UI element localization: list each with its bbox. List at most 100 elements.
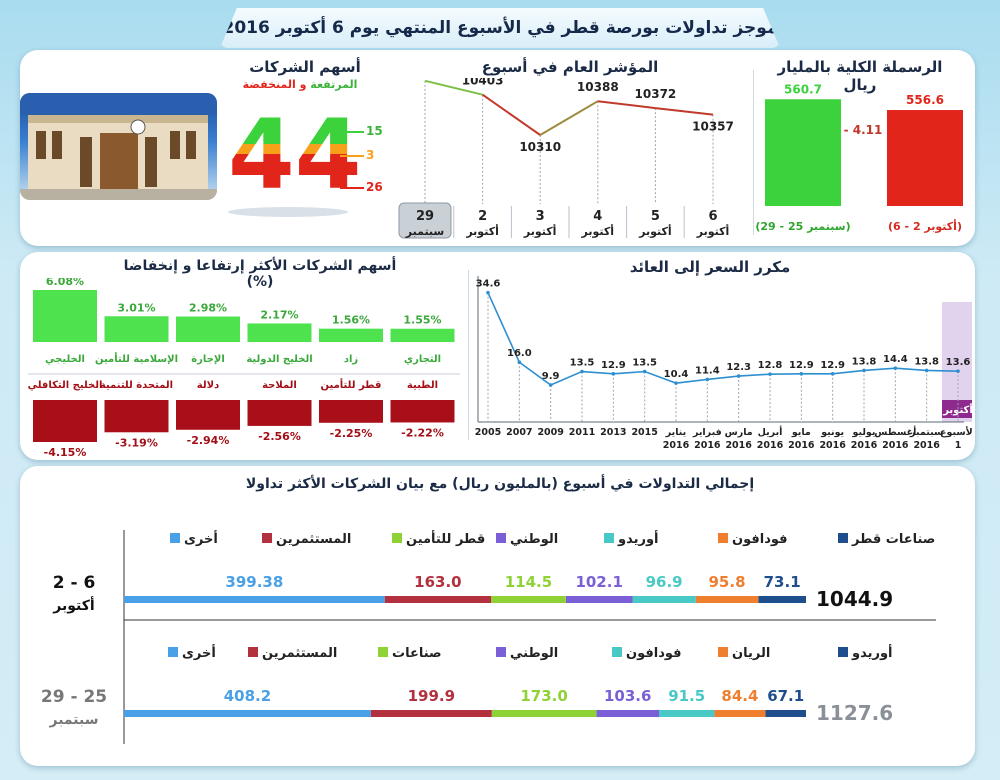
- turnover-segment: [659, 710, 715, 717]
- pe-category-label: 2007: [506, 427, 532, 438]
- pe-value-label: 12.9: [789, 360, 814, 371]
- mover-down-name: دلالة: [197, 380, 219, 391]
- pe-category-label: 2009: [537, 427, 563, 438]
- cap-title: الرسملة الكلية بالمليار ريال: [777, 58, 943, 94]
- cap-period-label: (أكتوبر 2 - 6): [888, 219, 962, 233]
- turnover-legend-swatch: [496, 533, 506, 543]
- mover-up-name: الإسلامية للتأمين: [95, 352, 178, 365]
- pe-point: [924, 368, 929, 373]
- pe-value-label: 13.8: [914, 356, 939, 367]
- companies-flat-count: 3: [366, 148, 375, 162]
- mover-down-bar: [247, 400, 312, 426]
- pe-line: [487, 292, 959, 386]
- turnover-segment: [565, 596, 633, 603]
- turnover-legend-label: المستثمرين: [262, 646, 337, 661]
- pe-title: مكرر السعر إلى العائد: [629, 258, 791, 276]
- turnover-segment: [124, 710, 371, 717]
- turnover-total: 1044.9: [816, 587, 893, 611]
- pe-value-label: 34.6: [476, 279, 501, 290]
- mover-down-name: الملاحة: [262, 380, 297, 391]
- pe-category-year: 1: [955, 440, 962, 451]
- pe-point: [768, 372, 772, 376]
- mover-down-value: -3.19%: [115, 436, 158, 449]
- cap-period-label: (سبتمبر 25 - 29): [755, 220, 850, 233]
- index-month-label: أكتوبر: [696, 224, 730, 238]
- index-month-label: أكتوبر: [638, 224, 672, 238]
- pe-value-label: 12.9: [601, 360, 626, 371]
- pe-category-label: 2015: [631, 427, 657, 438]
- index-day-label: 5: [651, 209, 660, 224]
- index-day-label: 6: [708, 209, 717, 224]
- turnover-value-label: 199.9: [408, 687, 455, 705]
- index-value-label: 10372: [635, 87, 677, 101]
- mover-down-value: -2.56%: [258, 430, 301, 443]
- turnover-legend-label: الريان: [732, 646, 770, 661]
- pe-category-label: سبتمبر: [909, 427, 943, 438]
- turnover-legend-swatch: [262, 533, 272, 543]
- turnover-value-label: 114.5: [505, 573, 552, 591]
- turnover-value-label: 408.2: [224, 687, 271, 705]
- index-segment: [655, 107, 714, 116]
- mover-down-name: الطبية: [407, 380, 438, 391]
- companies-sub-and: و: [299, 78, 307, 91]
- turnover-legend-swatch: [718, 647, 728, 657]
- turnover-value-label: 163.0: [414, 573, 461, 591]
- turnover-legend-label: أوريدو: [851, 644, 893, 661]
- pe-value-label: 13.5: [632, 358, 657, 369]
- pe-point: [736, 374, 741, 378]
- turnover-legend-swatch: [170, 533, 180, 543]
- turnover-value-label: 102.1: [575, 573, 622, 591]
- cap-bar: [887, 110, 963, 206]
- pe-category-year: 2016: [913, 440, 940, 451]
- companies-sub-up: المرتفعة: [310, 78, 358, 91]
- turnover-value-label: 91.5: [668, 687, 705, 705]
- mover-down-bar: [104, 400, 169, 433]
- mover-up-name: الخليجي: [45, 354, 85, 365]
- turnover-legend-label: المستثمرين: [276, 532, 351, 547]
- mover-down-bar: [390, 400, 455, 423]
- turnover-value-label: 67.1: [767, 687, 804, 705]
- pe-category-year: 2016: [725, 440, 752, 451]
- index-day-label: 2: [478, 209, 487, 224]
- turnover-segment: [491, 596, 566, 603]
- turnover-legend-swatch: [604, 533, 614, 543]
- turnover-segment: [632, 596, 696, 603]
- companies-subtitle: المرتفعة و المنخفضة: [230, 78, 370, 91]
- mover-up-bar: [33, 290, 97, 342]
- pe-value-label: 9.9: [542, 371, 560, 382]
- turnover-value-label: 96.9: [646, 573, 683, 591]
- pe-category-label: 2013: [600, 427, 626, 438]
- turnover-period-month: أكتوبر: [52, 596, 94, 614]
- index-segment: [482, 93, 541, 136]
- mover-down-bar: [176, 400, 240, 430]
- cap-diff-label: - 4.11: [844, 123, 883, 137]
- companies-up-count: 15: [366, 124, 383, 138]
- pe-point: [580, 369, 584, 374]
- companies-down-count: 26: [366, 180, 383, 194]
- cap-value-label: 560.7: [784, 82, 822, 96]
- pe-category-label: يونيو: [820, 427, 844, 438]
- pe-point: [830, 371, 835, 376]
- mover-down-value: -4.15%: [44, 446, 87, 456]
- mover-up-name: الخليج الدولية: [246, 354, 312, 365]
- turnover-legend-swatch: [718, 533, 728, 543]
- pe-category-label: أغسطس: [874, 425, 916, 438]
- pe-highlight-tag: [942, 400, 972, 418]
- mover-up-name: التجاري: [404, 354, 441, 365]
- turnover-segment: [758, 596, 806, 603]
- turnover-legend-label: أخرى: [184, 530, 218, 547]
- pe-category-label: يناير: [665, 427, 687, 438]
- pe-divider: [468, 270, 469, 440]
- turnover-legend-swatch: [168, 647, 178, 657]
- turnover-value-label: 73.1: [764, 573, 801, 591]
- turnover-segment: [491, 710, 597, 717]
- turnover-chart: 73.1 95.8 96.9 102.1 114.5 163.0 399.38 1044.9 2…: [41, 530, 936, 744]
- mover-up-bar: [390, 328, 455, 342]
- pe-category-year: 2016: [788, 440, 815, 451]
- mover-down-name: المتحدة للتنمية: [100, 380, 173, 391]
- turnover-legend-swatch: [378, 647, 388, 657]
- pe-category-label: فبراير: [692, 427, 722, 438]
- mover-up-bar: [247, 323, 312, 342]
- turnover-period-month: سبتمبر: [48, 712, 98, 728]
- pe-value-label: 14.4: [883, 354, 908, 365]
